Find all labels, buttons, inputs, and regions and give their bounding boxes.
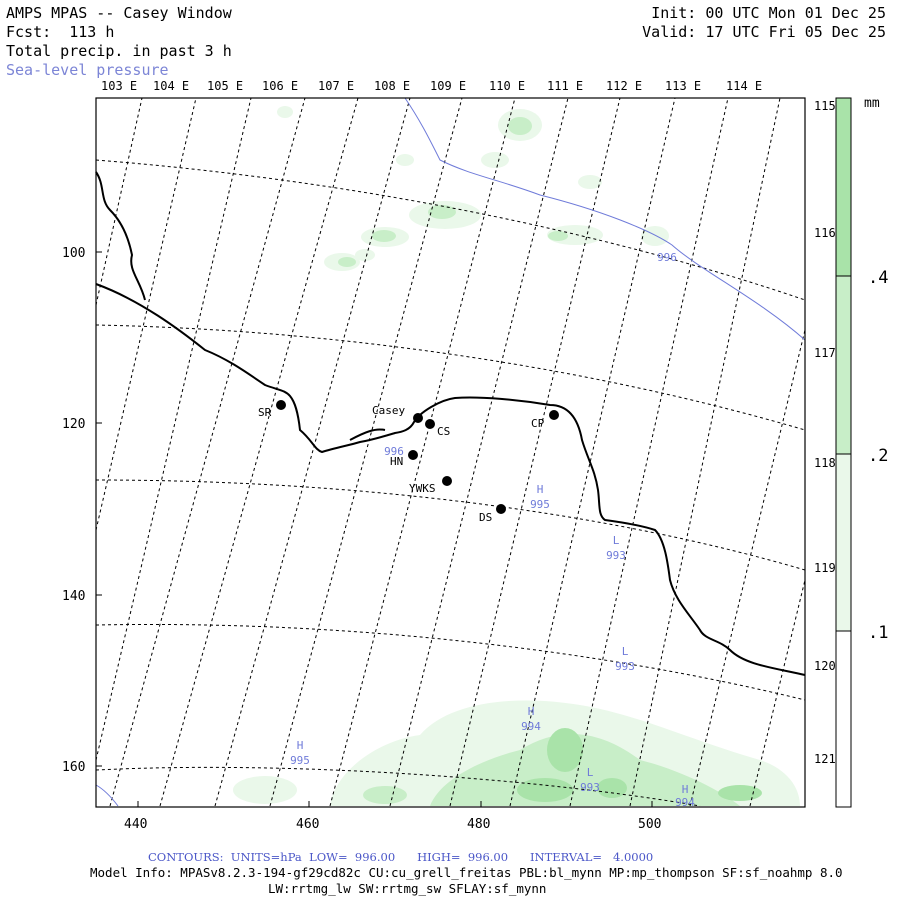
lon-label: 109 E [430,79,466,93]
lon-label: 110 E [489,79,525,93]
pressure-value: 993 [606,549,626,562]
y-tick-label: 100 [62,246,85,261]
stations [276,400,559,514]
lon-label: 103 E [101,79,137,93]
x-tick-label: 500 [638,817,661,832]
map-frame [95,97,806,808]
pressure-value: 996 [657,251,677,264]
station-label: YWKS [409,482,436,495]
valid-time: Valid: 17 UTC Fri 05 Dec 25 [642,23,886,41]
contour-info: CONTOURS: UNITS=hPa LOW= 996.00 HIGH= 99… [148,850,654,864]
lon-label: 107 E [318,79,354,93]
axis-ticks [96,251,653,807]
pressure-type: H [297,739,304,752]
station-marker [408,450,418,460]
station-marker [496,504,506,514]
pressure-type: H [682,783,689,796]
colorbar-segment [836,454,851,631]
station-marker [442,476,452,486]
precip-shading [233,106,800,806]
model-info-line2: LW:rrtmg_lw SW:rrtmg_sw SFLAY:sf_mynn [268,881,547,896]
lon-label: 105 E [207,79,243,93]
y-tick-label: 140 [62,589,85,604]
pressure-value: 994 [675,796,695,809]
station-label: Casey [372,404,405,417]
field-name: Total precip. in past 3 h [6,42,232,60]
init-time: Init: 00 UTC Mon 01 Dec 25 [651,4,886,22]
colorbar-tick: .1 [868,623,888,643]
pressure-value: 993 [580,781,600,794]
station-marker [425,419,435,429]
colorbar-labels: mm .4 .2 .1 [864,96,888,643]
station-label: DS [479,511,492,524]
station-label: CS [437,425,450,438]
colorbar-segment [836,631,851,807]
station-labels: SR Casey CS HN CP YWKS DS [258,404,545,524]
lon-label: 104 E [153,79,189,93]
graticule [95,97,806,807]
colorbar-tick: .2 [868,446,888,466]
station-label: SR [258,406,272,419]
slp-contours [95,97,806,807]
lon-label: 114 E [726,79,762,93]
x-tick-label: 440 [124,817,147,832]
station-marker [413,413,423,423]
colorbar-segment [836,276,851,454]
station-marker [276,400,286,410]
precip-colorbar [835,97,852,808]
lon-label: 106 E [262,79,298,93]
station-marker [549,410,559,420]
pressure-type: L [622,645,629,658]
pressure-type: H [537,483,544,496]
colorbar-segment [836,98,851,276]
overlay-name: Sea-level pressure [6,61,169,79]
coastline [95,171,806,676]
pressure-labels: 996 996 H 995 L 993 L 993 H 994 H 995 L … [290,251,695,809]
y-tick-label: 160 [62,760,85,775]
colorbar-unit: mm [864,96,880,111]
station-label: HN [390,455,403,468]
pressure-value: 996 [384,445,404,458]
lon-label: 113 E [665,79,701,93]
colorbar-tick: .4 [868,268,888,288]
pressure-type: H [528,705,535,718]
forecast-hour: Fcst: 113 h [6,23,115,41]
pressure-value: 995 [530,498,550,511]
station-label: CP [531,417,545,430]
pressure-type: L [613,534,620,547]
lon-label: 112 E [606,79,642,93]
model-info: Model Info: MPASv8.2.3-194-gf29cd82c CU:… [90,865,843,880]
lon-label: 111 E [547,79,583,93]
map-title: AMPS MPAS -- Casey Window [6,4,232,22]
x-tick-label: 460 [296,817,319,832]
lon-label: 108 E [374,79,410,93]
lon-labels-top: 103 E 104 E 105 E 106 E 107 E 108 E 109 … [101,79,762,93]
pressure-value: 995 [290,754,310,767]
x-tick-label: 480 [467,817,490,832]
y-tick-label: 120 [62,417,85,432]
pressure-value: 994 [521,720,541,733]
axis-tick-labels: 440 460 480 500 100 120 140 160 [62,246,661,832]
pressure-type: L [587,766,594,779]
pressure-value: 993 [615,660,635,673]
